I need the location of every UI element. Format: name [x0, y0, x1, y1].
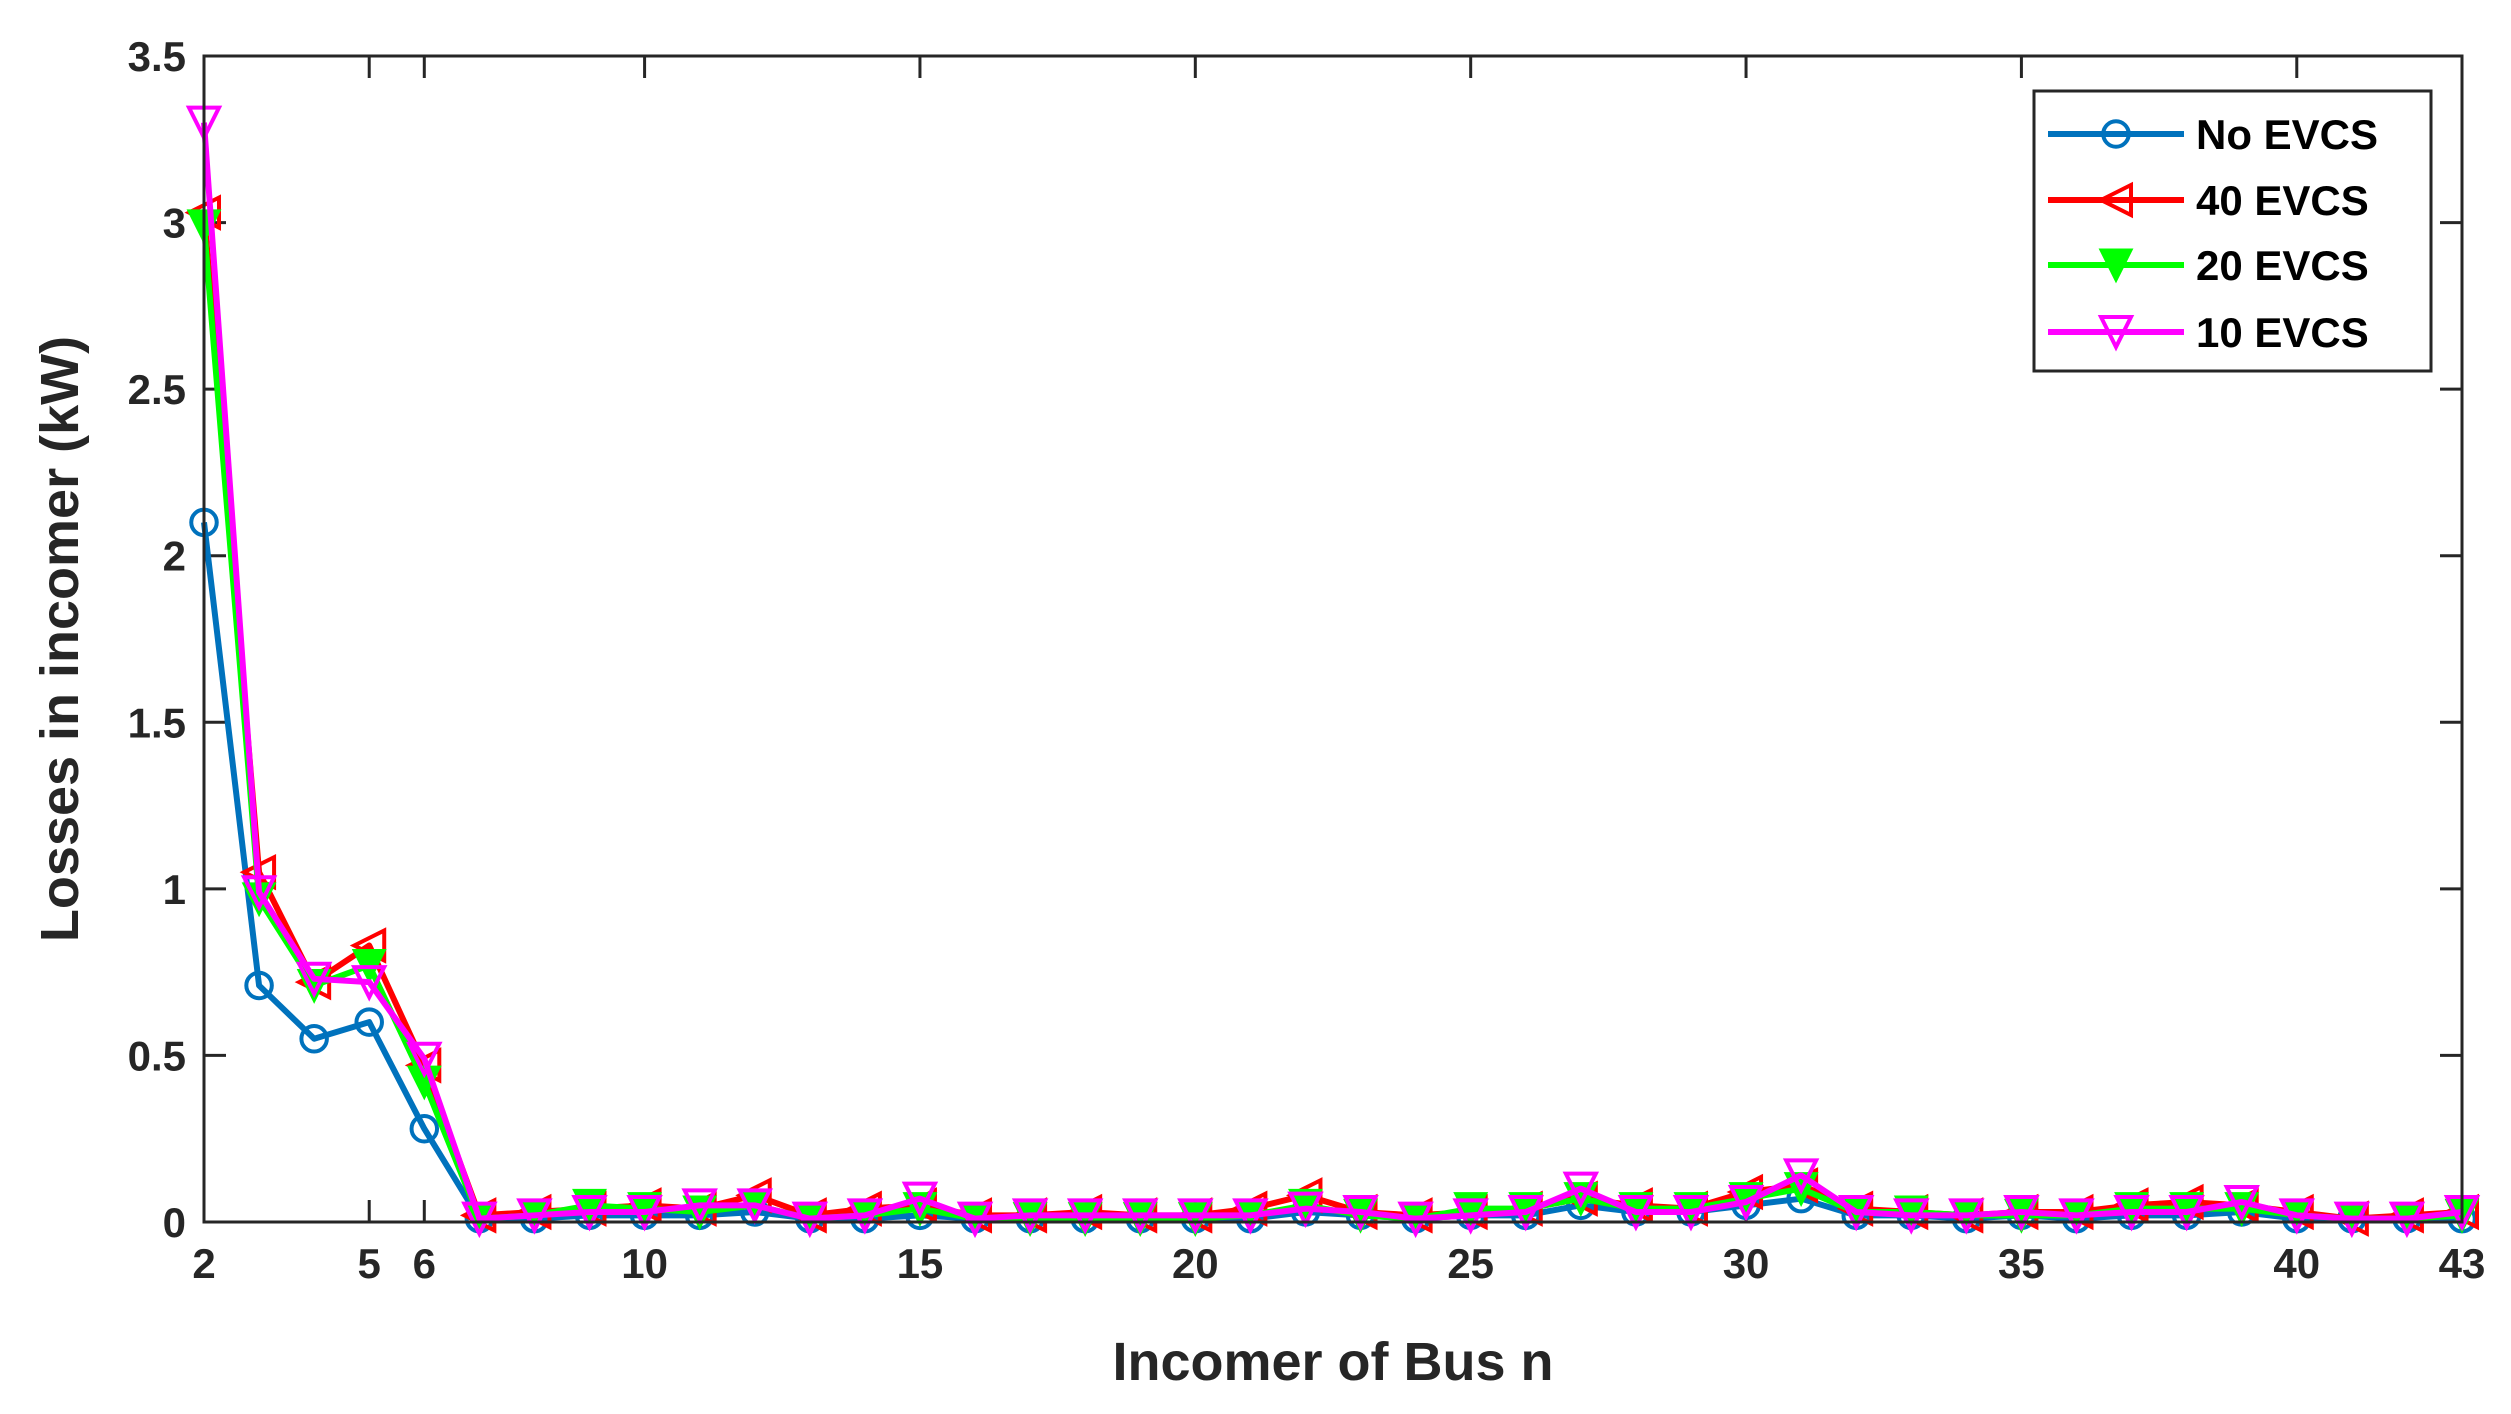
x-tick-label-6: 25	[1447, 1240, 1494, 1287]
series-3-point-11	[791, 1201, 829, 1239]
series-3-point-9	[681, 1188, 718, 1225]
legend-marker-1	[2096, 181, 2133, 219]
series-3-point-20	[1287, 1191, 1324, 1229]
legend-marker-3	[2097, 315, 2135, 352]
series-3-point-13	[901, 1181, 939, 1219]
series-3-point-17	[1122, 1198, 1159, 1235]
series-0-point-2	[299, 1024, 329, 1054]
x-tick-label-3: 10	[621, 1240, 668, 1287]
series-3-point-33	[2003, 1195, 2040, 1232]
x-tick-label-1: 5	[358, 1240, 381, 1287]
series-3-point-22	[1397, 1201, 1434, 1239]
x-tick-labels: 2 5 6 10 15 20 25 30 35 40 43	[192, 1240, 2485, 1287]
series-3-point-8	[626, 1195, 663, 1232]
series-3-point-10	[736, 1188, 773, 1225]
x-tick-label-5: 20	[1172, 1240, 1219, 1287]
series-3-point-23	[1452, 1198, 1489, 1235]
x-tick-label-10: 43	[2439, 1240, 2486, 1287]
series-3-point-39	[2333, 1201, 2371, 1239]
y-tick-label-7: 3.5	[128, 33, 186, 80]
series-3-point-31	[1893, 1198, 1930, 1235]
legend-marker-2	[2098, 248, 2134, 284]
plot-frame	[202, 54, 2464, 1224]
series-3-point-32	[1948, 1198, 1985, 1235]
x-tick-label-8: 35	[1998, 1240, 2045, 1287]
legend-item-2: 20 EVCS	[2048, 242, 2369, 289]
series-group	[184, 105, 2481, 1239]
series-3-point-12	[846, 1198, 884, 1235]
series-3-point-28	[1727, 1185, 1765, 1222]
series-3-point-34	[2058, 1198, 2095, 1235]
y-tick-label-5: 2.5	[128, 366, 186, 413]
series-3-point-26	[1617, 1195, 1655, 1232]
series-3-point-27	[1672, 1195, 1710, 1232]
series-3-point-14	[956, 1201, 994, 1239]
series-3-point-24	[1507, 1195, 1544, 1232]
legend: No EVCS 40 EVCS 20 EVCS 10 EVCS	[2032, 89, 2433, 373]
legend-label-1: 40 EVCS	[2196, 177, 2369, 224]
series-line-0	[201, 522, 2462, 1222]
series-3-point-35	[2113, 1195, 2150, 1232]
legend-label-3: 10 EVCS	[2196, 309, 2369, 356]
y-tick-label-6: 3	[163, 200, 186, 247]
series-3-point-30	[1837, 1195, 1875, 1232]
series-3-point-38	[2278, 1198, 2316, 1235]
x-tick-label-7: 30	[1723, 1240, 1770, 1287]
series-3-point-19	[1232, 1198, 1269, 1235]
series-3-point-40	[2388, 1201, 2426, 1239]
series-3-point-5	[461, 1201, 498, 1239]
x-tick-label-9: 40	[2273, 1240, 2320, 1287]
x-tick-label-4: 15	[897, 1240, 944, 1287]
series-3-point-3	[350, 965, 388, 1002]
series-3-point-1	[240, 875, 278, 912]
legend-box	[2032, 89, 2433, 373]
y-tick-labels: 0 0.5 1 1.5 2 2.5 3 3.5	[128, 33, 186, 1246]
series-3-point-18	[1177, 1198, 1214, 1235]
series-0-point-4	[409, 1113, 440, 1144]
legend-item-1: 40 EVCS	[2048, 177, 2369, 224]
y-tick-label-1: 0.5	[128, 1032, 186, 1079]
legend-label-2: 20 EVCS	[2196, 242, 2369, 289]
legend-item-3: 10 EVCS	[2048, 309, 2369, 356]
series-3-point-21	[1342, 1195, 1379, 1232]
legend-marker-0	[2101, 119, 2131, 149]
y-axis-title: Losses in incomer (kW)	[30, 336, 90, 942]
series-3-point-29	[1782, 1158, 1820, 1195]
legend-label-0: No EVCS	[2196, 111, 2378, 158]
series-0-point-1	[244, 970, 274, 1001]
series-3-point-37	[2223, 1185, 2260, 1222]
y-tick-label-2: 1	[163, 866, 186, 913]
series-3	[185, 105, 2481, 1239]
series-3-point-7	[571, 1195, 608, 1232]
y-tick-label-0: 0	[163, 1199, 186, 1246]
y-tick-label-3: 1.5	[128, 699, 186, 746]
series-3-point-25	[1562, 1171, 1600, 1209]
series-0-point-3	[354, 1007, 384, 1037]
series-3-point-2	[295, 961, 333, 999]
series-3-point-15	[1011, 1198, 1049, 1235]
y-tick-label-4: 2	[163, 533, 186, 580]
x-tick-label-2: 6	[413, 1240, 436, 1287]
x-axis-title: Incomer of Bus n	[1112, 1332, 1553, 1392]
series-3-point-36	[2168, 1195, 2205, 1232]
series-3-point-6	[516, 1198, 553, 1235]
series-3-point-4	[406, 1041, 443, 1079]
x-tick-label-0: 2	[192, 1240, 215, 1287]
legend-item-0: No EVCS	[2048, 111, 2378, 158]
series-3-point-16	[1066, 1198, 1104, 1235]
